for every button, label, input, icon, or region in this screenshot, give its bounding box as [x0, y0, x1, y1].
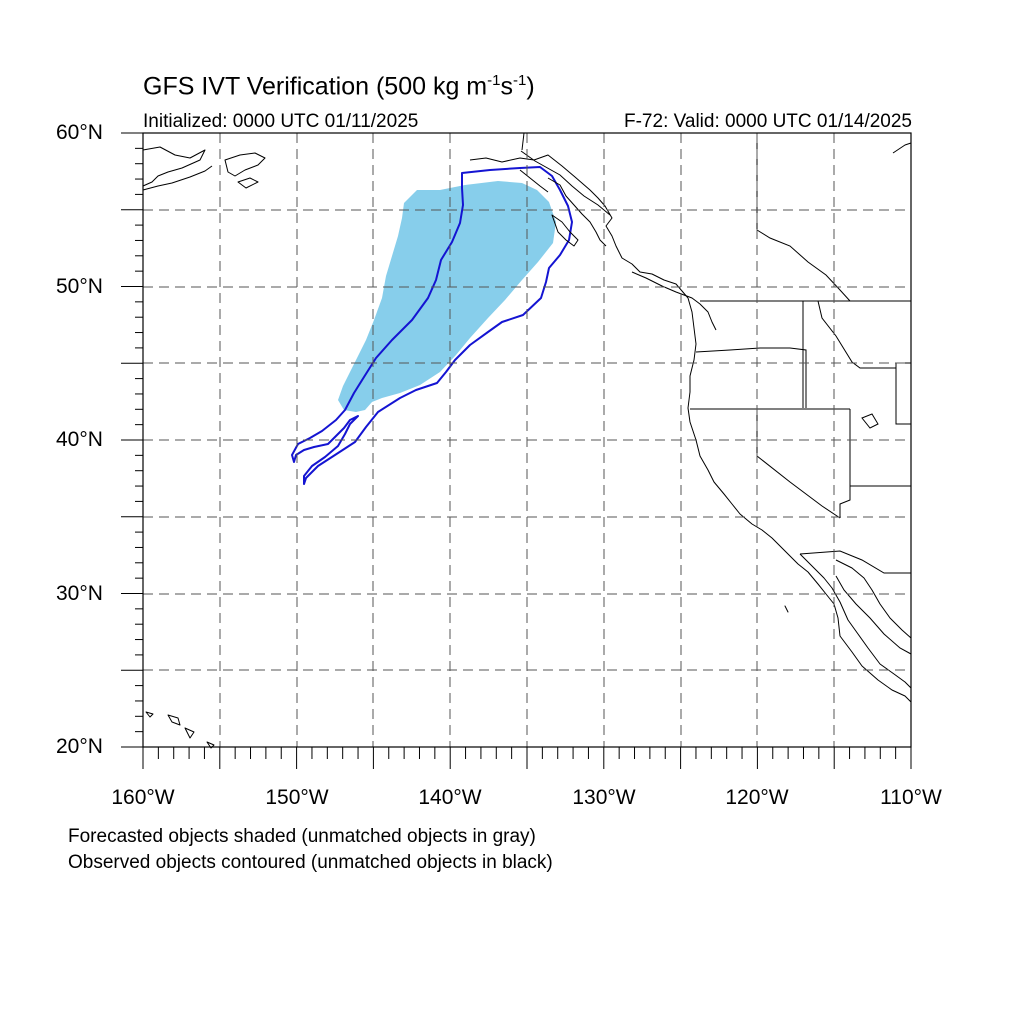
valid-time: F-72: Valid: 0000 UTC 01/14/2025: [624, 111, 912, 132]
lon-label-160w: 160°W: [111, 786, 175, 809]
lon-label-140w: 140°W: [418, 786, 482, 809]
lat-label-40n: 40°N: [56, 428, 103, 451]
lat-label-20n: 20°N: [56, 735, 103, 758]
legend-note-forecast: Forecasted objects shaded (unmatched obj…: [68, 826, 536, 847]
gridlines: [143, 133, 911, 747]
lon-label-150w: 150°W: [265, 786, 329, 809]
lat-label-60n: 60°N: [56, 121, 103, 144]
tick-marks: [121, 132, 912, 769]
lon-label-110w: 110°W: [880, 786, 942, 809]
lat-label-30n: 30°N: [56, 582, 103, 605]
legend-note-observed: Observed objects contoured (unmatched ob…: [68, 852, 553, 873]
lat-label-50n: 50°N: [56, 275, 103, 298]
map-title: GFS IVT Verification (500 kg m-1s-1): [143, 72, 535, 101]
observed-ivt-contour: [291, 166, 573, 485]
forecast-ivt-object: [338, 181, 556, 412]
lon-label-130w: 130°W: [572, 786, 636, 809]
initialized-time: Initialized: 0000 UTC 01/11/2025: [143, 111, 419, 132]
lon-label-120w: 120°W: [725, 786, 789, 809]
